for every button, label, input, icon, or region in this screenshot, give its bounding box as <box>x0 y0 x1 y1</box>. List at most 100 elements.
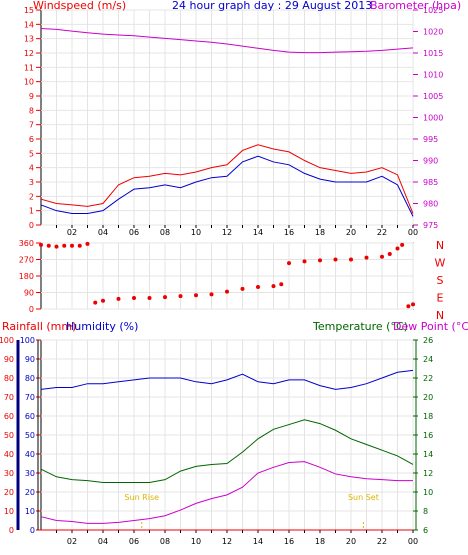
humidity-tick-label: 60 <box>25 412 35 421</box>
direction-point <box>395 246 400 251</box>
temperature-series-line <box>40 419 414 483</box>
temperature-tick-label: 14 <box>423 450 433 459</box>
rainfall-tick-label: 70 <box>4 393 14 402</box>
windspeed-tick-label: 14 <box>24 20 34 29</box>
windspeed-tick-label: 4 <box>29 164 34 173</box>
rainfall-tick-label: 80 <box>4 374 14 383</box>
direction-point <box>46 243 51 248</box>
x-tick-label: 14 <box>253 228 263 237</box>
direction-tick-label: 270 <box>19 256 34 265</box>
humidity-tick-label: 100 <box>20 336 35 345</box>
windspeed-tick-label: 10 <box>24 78 34 87</box>
temperature-tick-label: 8 <box>423 507 428 516</box>
compass-label: W <box>435 257 446 270</box>
temperature-tick-label: 16 <box>423 431 433 440</box>
x-tick-label: 04 <box>98 537 108 546</box>
humidity-tick-label: 20 <box>25 488 35 497</box>
direction-point <box>54 244 59 249</box>
x-tick-label: 22 <box>377 537 387 546</box>
temperature-tick-label: 24 <box>423 355 433 364</box>
direction-point <box>70 243 74 248</box>
rainfall-tick-label: 20 <box>4 488 14 497</box>
barometer-tick-label: 1015 <box>423 49 443 58</box>
compass-label: N <box>436 309 444 322</box>
x-tick-label: 04 <box>98 228 108 237</box>
direction-point <box>349 257 353 262</box>
chart-title: 24 hour graph day : 29 August 2013 <box>172 0 372 12</box>
rainfall-tick-label: 100 <box>0 336 14 345</box>
barometer-tick-label: 995 <box>423 135 438 144</box>
rainfall-tick-label: 90 <box>4 355 14 364</box>
temperature-tick-label: 22 <box>423 374 433 383</box>
direction-point <box>178 294 183 299</box>
rainfall-tick-label: 50 <box>4 431 14 440</box>
direction-tick-label: 360 <box>19 239 34 248</box>
x-tick-label: 18 <box>315 228 325 237</box>
x-tick-label: 02 <box>67 228 77 237</box>
direction-point <box>101 298 105 303</box>
rainfall-tick-label: 10 <box>4 507 14 516</box>
x-tick-label: 00 <box>408 537 418 546</box>
rainfall-tick-label: 40 <box>4 450 14 459</box>
barometer-tick-label: 990 <box>423 157 438 166</box>
direction-point <box>333 257 338 262</box>
humidity-tick-label: 0 <box>30 526 35 535</box>
windspeed-tick-label: 12 <box>24 49 34 58</box>
compass-label: N <box>436 239 444 252</box>
direction-tick-label: 180 <box>19 272 34 281</box>
windspeed-tick-label: 1 <box>29 207 34 216</box>
windspeed-tick-label: 13 <box>24 35 34 44</box>
tick-layer <box>16 9 418 533</box>
direction-point <box>400 242 405 247</box>
direction-point <box>77 243 82 248</box>
x-tick-label: 00 <box>408 228 418 237</box>
rainfall-axis-title: Rainfall (mm) <box>2 320 76 333</box>
direction-point <box>411 302 415 307</box>
direction-point <box>271 284 276 289</box>
barometer-tick-label: 975 <box>423 221 438 230</box>
x-tick-label: 08 <box>160 537 170 546</box>
windspeed-axis-title: Windspeed (m/s) <box>33 0 126 12</box>
windspeed-tick-label: 0 <box>29 221 34 230</box>
barometer-tick-label: 1005 <box>423 92 443 101</box>
x-tick-label: 08 <box>160 228 170 237</box>
direction-point <box>380 254 384 259</box>
rainfall-tick-label: 0 <box>9 526 14 535</box>
x-tick-label: 12 <box>222 537 232 546</box>
direction-point <box>240 286 245 291</box>
x-tick-label: 20 <box>346 537 356 546</box>
x-tick-label: 02 <box>67 537 77 546</box>
direction-point <box>85 241 90 246</box>
direction-point <box>209 292 214 297</box>
humidity-tick-label: 30 <box>25 469 35 478</box>
temperature-tick-label: 18 <box>423 412 433 421</box>
direction-point <box>225 289 229 294</box>
x-tick-label: 20 <box>346 228 356 237</box>
direction-point <box>163 295 167 300</box>
rainfall-tick-label: 30 <box>4 469 14 478</box>
compass-label: S <box>437 274 444 287</box>
direction-point <box>39 242 43 247</box>
windspeed-tick-label: 11 <box>24 63 34 72</box>
barometer-tick-label: 1020 <box>423 28 443 37</box>
direction-point <box>318 258 322 263</box>
windspeed-tick-label: 7 <box>29 121 34 130</box>
direction-point <box>287 261 291 266</box>
windspeed-series-line <box>40 155 414 217</box>
barometer-tick-label: 1025 <box>423 6 443 15</box>
windspeed-tick-label: 2 <box>29 192 34 201</box>
compass-label: E <box>437 292 444 305</box>
barometer-tick-label: 1000 <box>423 114 443 123</box>
x-tick-label: 18 <box>315 537 325 546</box>
label-layer: 0123456789101112131415975980985990995100… <box>0 6 446 546</box>
temperature-tick-label: 10 <box>423 488 433 497</box>
windspeed-tick-label: 15 <box>24 6 34 15</box>
temperature-tick-label: 12 <box>423 469 433 478</box>
humidity-series-line <box>40 369 414 390</box>
direction-point <box>279 282 284 287</box>
humidity-tick-label: 40 <box>25 450 35 459</box>
barometer-axis-title: Barometer (hpa) <box>370 0 461 12</box>
x-tick-label: 06 <box>129 537 139 546</box>
humidity-axis-title: Humidity (%) <box>66 320 138 333</box>
